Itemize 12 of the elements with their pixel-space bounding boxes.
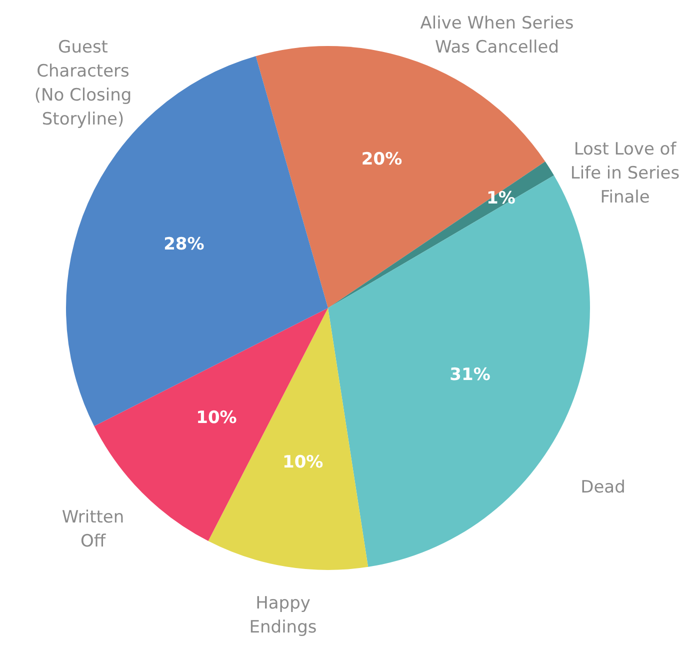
data-label: 28% (164, 234, 204, 254)
slice-label: Happy Endings (249, 593, 317, 638)
data-label: 10% (282, 452, 324, 473)
data-label: 31% (450, 364, 490, 385)
slice-label: Alive When Series Was Cancelled (420, 13, 574, 58)
slice-label: Lost Love of Life in Series Finale (570, 139, 680, 208)
slice-label: Written Off (62, 507, 124, 552)
data-label: 20% (361, 150, 402, 170)
data-label: 1% (486, 188, 516, 209)
data-label: 10% (196, 408, 237, 428)
slice-label: Guest Characters (No Closing Storyline) (34, 37, 132, 130)
slice-label: Dead (580, 477, 626, 498)
